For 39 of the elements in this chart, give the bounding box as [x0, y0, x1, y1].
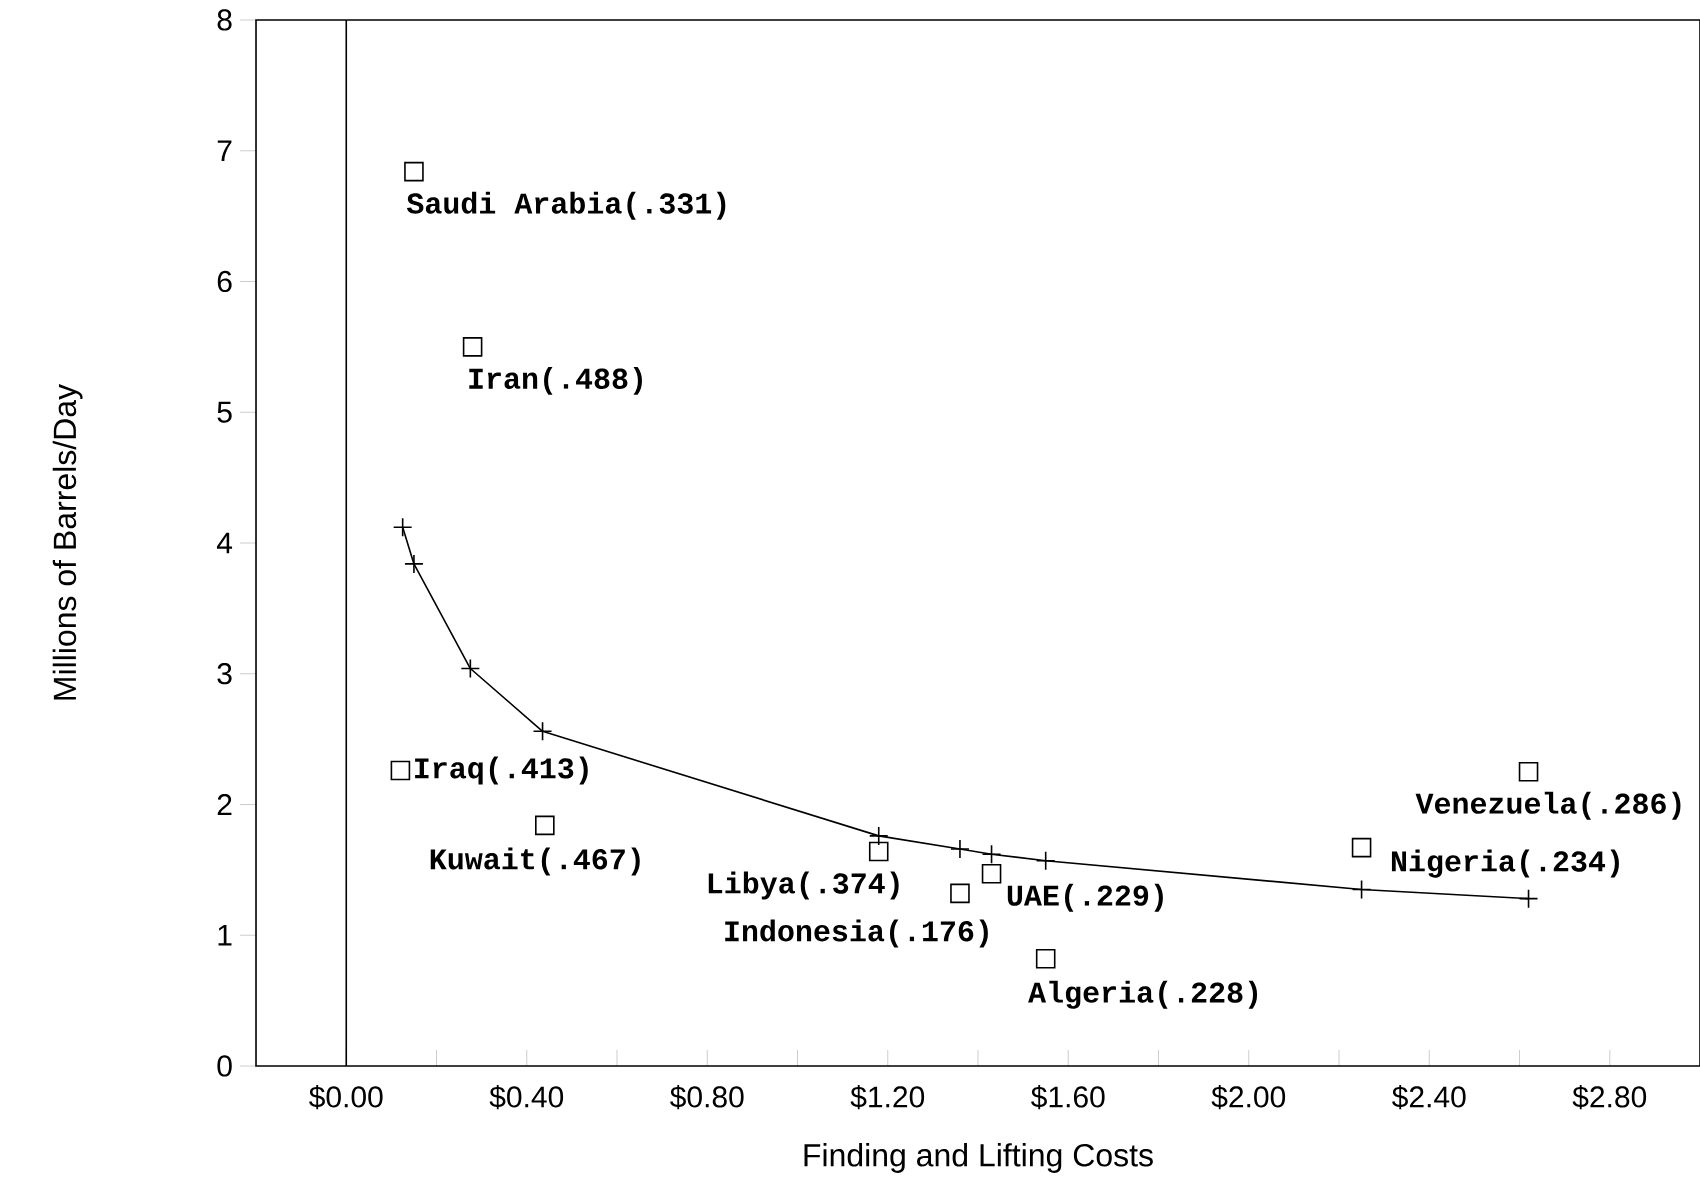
- annotation: Iran(.488): [469, 366, 642, 395]
- point: [1035, 948, 1056, 969]
- y-tick-label: 3: [217, 663, 232, 685]
- annotation: UAE(.229): [1007, 883, 1163, 912]
- y-tick-label: 7: [217, 140, 232, 162]
- x-tick-label: $0.00: [309, 1085, 383, 1110]
- point: [404, 161, 424, 182]
- point: [1351, 837, 1372, 858]
- y-axis-title: Millions of Barrels/Day: [52, 383, 83, 700]
- annotation: Libya(.374): [708, 871, 899, 900]
- annotation: Saudi Arabia(.331): [406, 191, 726, 220]
- y-tick-label: 0: [217, 1055, 232, 1077]
- point: [462, 337, 483, 357]
- x-tick-label: $0.80: [670, 1085, 744, 1110]
- x-tick-label: $2.00: [1211, 1085, 1286, 1110]
- annotation: Algeria(.228): [1028, 980, 1258, 1009]
- y-tick-label: 5: [217, 401, 232, 423]
- point: [981, 864, 1002, 884]
- point: [950, 883, 970, 904]
- point: [868, 841, 889, 862]
- x-tick-label: $0.40: [489, 1085, 564, 1110]
- x-tick-label: $1.60: [1031, 1085, 1105, 1110]
- point: [390, 760, 411, 781]
- annotation: Nigeria(.234): [1391, 849, 1619, 878]
- annotation: Iraq(.413): [415, 756, 588, 785]
- y-tick-label: 6: [217, 270, 232, 293]
- y-tick-label: 1: [218, 924, 232, 946]
- x-axis-title: Finding and Lifting Costs: [804, 1143, 1153, 1173]
- annotation: Kuwait(.467): [430, 847, 640, 876]
- x-tick-label: $2.80: [1572, 1085, 1647, 1110]
- x-tick-label: $2.40: [1392, 1085, 1466, 1110]
- annotation: Venezuela(.286): [1415, 791, 1681, 820]
- point: [535, 815, 555, 836]
- y-tick-label: 2: [217, 794, 232, 815]
- point: [1518, 762, 1539, 782]
- x-tick-label: $1.20: [850, 1085, 925, 1110]
- y-tick-label: 8: [217, 9, 232, 31]
- annotation: Indonesia(.176): [725, 919, 988, 948]
- y-tick-label: 4: [216, 532, 233, 554]
